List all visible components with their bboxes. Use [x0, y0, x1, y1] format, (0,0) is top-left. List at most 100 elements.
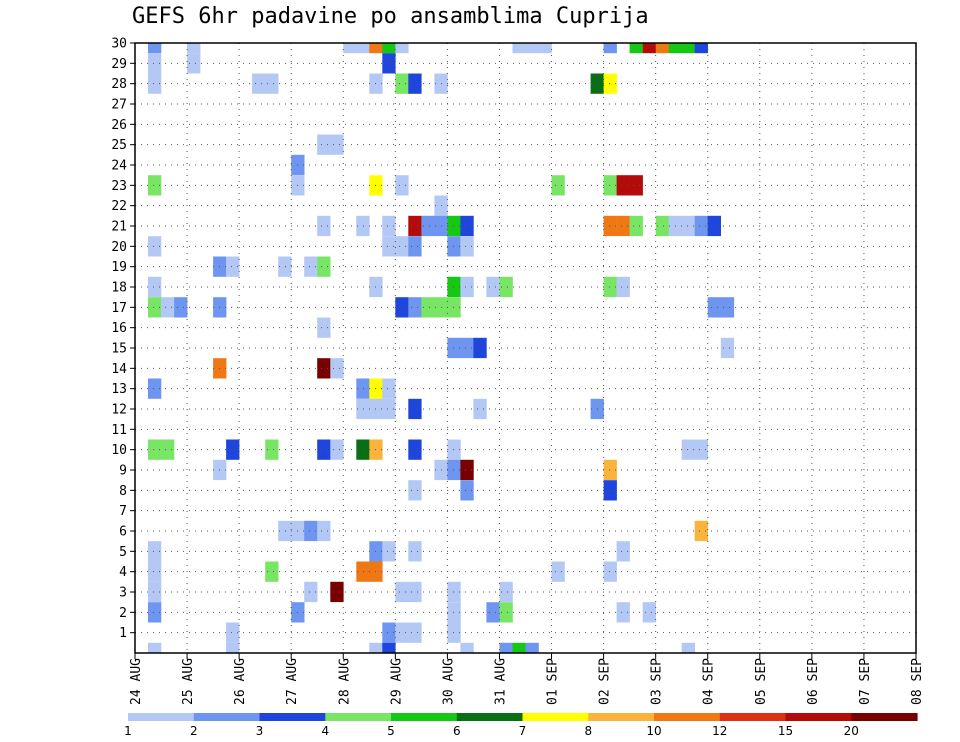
precip-cell [148, 378, 162, 399]
precip-cell [447, 459, 461, 481]
precip-cell [382, 378, 396, 399]
precip-cell [317, 520, 331, 542]
precip-cell [382, 53, 396, 74]
precip-cell [395, 622, 409, 643]
colorbar-swatch [588, 713, 655, 721]
precip-cell [369, 642, 383, 653]
precip-cell [408, 73, 422, 94]
precip-cell [174, 297, 188, 318]
precip-cell [629, 175, 643, 196]
precip-cell [486, 276, 500, 298]
precip-cell [616, 215, 630, 237]
precip-cell [304, 256, 318, 277]
precip-cell [551, 175, 565, 196]
precip-cell [603, 276, 617, 298]
precip-cell [148, 236, 162, 257]
y-tick-label: 20 [111, 240, 127, 255]
y-tick-label: 30 [111, 37, 127, 52]
colorbar-swatch [391, 713, 458, 721]
precip-cell [499, 276, 513, 298]
y-tick-label: 18 [111, 281, 127, 296]
precip-cell [226, 622, 240, 643]
precip-cell [382, 215, 396, 237]
precip-cell [720, 337, 735, 359]
chart-title: GEFS 6hr padavine po ansamblima Cuprija [132, 4, 649, 29]
precip-cell [317, 317, 331, 338]
precip-cell [603, 480, 617, 501]
x-tick-label: 01 SEP [546, 658, 561, 705]
precip-cell [161, 439, 175, 460]
precip-cell [356, 398, 370, 420]
y-tick-label: 17 [111, 301, 127, 316]
precip-cell [707, 297, 721, 318]
colorbar-label: 20 [844, 724, 859, 738]
precip-cell [382, 236, 396, 257]
x-tick-label: 25 AUG [181, 658, 196, 705]
precip-cell [421, 297, 435, 318]
y-tick-label: 23 [111, 179, 127, 194]
precip-cell [330, 439, 344, 460]
colorbar-label: 12 [712, 724, 727, 738]
y-tick-label: 1 [119, 626, 127, 641]
precip-cell [408, 297, 422, 318]
precip-cell [447, 439, 461, 460]
y-tick-label: 8 [119, 484, 127, 499]
grid-layer [135, 43, 916, 653]
precip-cell [408, 541, 422, 562]
precip-cell [356, 561, 370, 582]
precip-cell [252, 73, 266, 94]
y-tick-label: 29 [111, 57, 127, 72]
y-tick-label: 14 [111, 362, 127, 377]
precip-cell [226, 439, 240, 460]
precip-cell [681, 215, 695, 237]
precip-cell [473, 337, 487, 359]
y-tick-label: 3 [119, 586, 127, 601]
precip-cell [408, 480, 422, 501]
precip-cell [148, 581, 162, 603]
precip-cell [720, 297, 735, 318]
precip-cell [499, 642, 513, 653]
precip-cell [148, 541, 162, 562]
precip-cell [226, 642, 240, 653]
y-tick-label: 22 [111, 199, 127, 214]
y-tick-label: 21 [111, 220, 127, 235]
colorbar-swatch [456, 713, 524, 721]
colorbar-swatch [785, 713, 852, 721]
precip-cell [460, 215, 474, 237]
precip-cell [356, 439, 370, 460]
colorbar-label: 10 [646, 724, 661, 738]
precip-cell [421, 215, 435, 237]
precip-cell [304, 581, 318, 603]
colorbar-swatch [193, 713, 261, 721]
precip-cell [447, 297, 461, 318]
precip-cell [603, 43, 617, 54]
precip-cell [395, 236, 409, 257]
precip-cell [148, 175, 162, 196]
x-tick-label: 31 AUG [493, 658, 508, 705]
precip-cell [356, 43, 370, 54]
precip-cell [486, 602, 500, 623]
x-tick-label: 08 SEP [910, 658, 925, 705]
y-tick-label: 6 [119, 525, 127, 540]
precip-cell [616, 276, 630, 298]
x-tick-label: 29 AUG [389, 658, 404, 705]
colorbar-swatch [259, 713, 326, 721]
precip-cell [226, 256, 240, 277]
y-tick-label: 10 [111, 443, 127, 458]
x-tick-label: 30 AUG [441, 658, 456, 705]
x-tick-label: 06 SEP [806, 658, 821, 705]
precip-cell [304, 520, 318, 542]
y-tick-label: 24 [111, 159, 127, 174]
precip-cell [681, 43, 695, 54]
y-tick-label: 12 [111, 403, 127, 418]
x-tick-label: 27 AUG [285, 658, 300, 705]
precip-cell [278, 256, 292, 277]
y-tick-label: 26 [111, 118, 127, 133]
x-tick-label: 02 SEP [598, 658, 613, 705]
precip-cell [447, 236, 461, 257]
precip-cell [616, 175, 630, 196]
y-axis: 1234567891011121314151617181920212223242… [111, 37, 135, 641]
precip-cell [473, 398, 487, 420]
y-tick-label: 16 [111, 321, 127, 336]
